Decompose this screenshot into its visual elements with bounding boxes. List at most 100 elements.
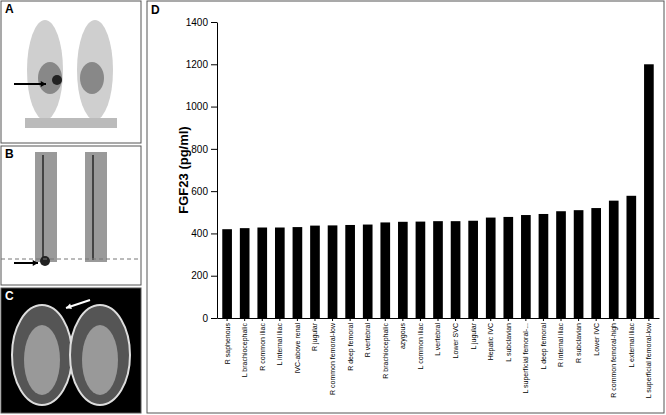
tick-mark [385, 318, 386, 321]
tick-mark [455, 318, 456, 321]
tick: 800 [191, 144, 217, 155]
bar [503, 217, 513, 318]
tick-mark [211, 64, 217, 65]
tick-label: L internal iliac [276, 323, 283, 366]
tick-mark [648, 318, 649, 321]
bar [275, 228, 285, 318]
tick: R common femoral-low [329, 318, 336, 395]
panel-letter: B [5, 147, 14, 161]
tick-mark [525, 318, 526, 321]
tick-mark [596, 318, 597, 321]
leg-shadow [77, 20, 113, 120]
bar [574, 210, 584, 318]
tick-label: L subclavian [505, 323, 512, 362]
tick-label: IVC-above renal [294, 323, 301, 374]
tick-mark [543, 318, 544, 321]
panel-letter: C [5, 289, 14, 303]
bone-line [92, 155, 94, 260]
axis-title: FGF23 (pg/ml) [176, 126, 191, 213]
tick: R jugular [311, 318, 319, 351]
tick: R vertebral [364, 318, 371, 357]
bars [222, 64, 653, 318]
bar [521, 215, 531, 318]
tick-label: L external iliac [628, 323, 635, 368]
tick: L superficial femoral-... [522, 318, 530, 394]
bar [240, 228, 250, 318]
tick-mark [211, 149, 217, 150]
bar [416, 222, 426, 318]
joint-shadow [38, 62, 62, 94]
tick-mark [613, 318, 614, 321]
figure: ABCD0200400600800100012001400R saphenous… [0, 0, 666, 415]
tick-label: 800 [191, 144, 208, 155]
tick-mark [473, 318, 474, 321]
tick-label: R brachiocephalic [382, 323, 390, 379]
panel-letter: A [5, 2, 14, 16]
tick-mark [367, 318, 368, 321]
foot-section [70, 305, 130, 405]
tick-label: R deep femoral [347, 323, 355, 371]
tick-mark [211, 318, 217, 319]
bar [609, 201, 619, 318]
image-panel [1, 1, 141, 143]
tick-mark [244, 318, 245, 321]
tick-mark [350, 318, 351, 321]
tick: IVC-above renal [294, 318, 301, 374]
tick-mark [438, 318, 439, 321]
tick-mark [211, 191, 217, 192]
tick-label: L jugular [470, 322, 478, 349]
tick-mark [631, 318, 632, 321]
tick: azygous [399, 318, 407, 349]
hotspot [52, 75, 62, 85]
bar [363, 225, 373, 318]
bar [468, 221, 478, 318]
tick: R common femoral-high [610, 318, 618, 398]
tick-label: azygous [399, 323, 407, 350]
panel-frame [1, 288, 141, 413]
bar [451, 221, 461, 318]
tick: 400 [191, 228, 217, 239]
hotspot [40, 256, 50, 266]
tick-mark [211, 276, 217, 277]
tick: L deep femoral [540, 318, 548, 369]
tick-label: R jugular [311, 322, 319, 351]
bone-line [42, 155, 44, 260]
tick-label: 0 [202, 313, 208, 324]
bar [293, 227, 303, 318]
x-axis: R saphenousL brachiocephalicR common ili… [218, 318, 660, 398]
tick-label: R common femoral-high [610, 323, 618, 398]
tick-label: 600 [191, 186, 208, 197]
tick-mark [211, 107, 217, 108]
tick-label: Lower SVC [452, 323, 459, 358]
tick: 200 [191, 270, 217, 281]
guide-line [1, 259, 141, 260]
tick: L superficial femoral-low [645, 318, 653, 398]
tick-mark [279, 318, 280, 321]
tick: 1400 [186, 17, 217, 28]
tick: L vertebral [434, 318, 441, 356]
tick-mark [402, 318, 403, 321]
bar [380, 222, 390, 318]
tick: L common iliac [417, 318, 424, 369]
tick-label: L common iliac [417, 323, 424, 370]
tick-mark [508, 318, 509, 321]
tick: R internal iliac [557, 318, 564, 367]
tick-label: R saphenous [224, 323, 232, 365]
tick: R brachiocephalic [382, 318, 390, 379]
tick-mark [297, 318, 298, 321]
tick-label: R common iliac [259, 323, 266, 371]
tick-label: R vertebral [364, 323, 371, 358]
tick-mark [561, 318, 562, 321]
tick-mark [314, 318, 315, 321]
foot-inner [24, 325, 60, 395]
image-panel [1, 288, 141, 413]
tick: Lower SVC [452, 318, 459, 358]
bar [433, 221, 443, 318]
bar [310, 226, 320, 318]
bar [222, 229, 232, 318]
leg-shadow [27, 20, 63, 120]
tick: R common iliac [259, 318, 266, 371]
tick: Hepatic IVC [487, 318, 495, 360]
leg-shadow [35, 152, 57, 262]
tick-mark [211, 233, 217, 234]
